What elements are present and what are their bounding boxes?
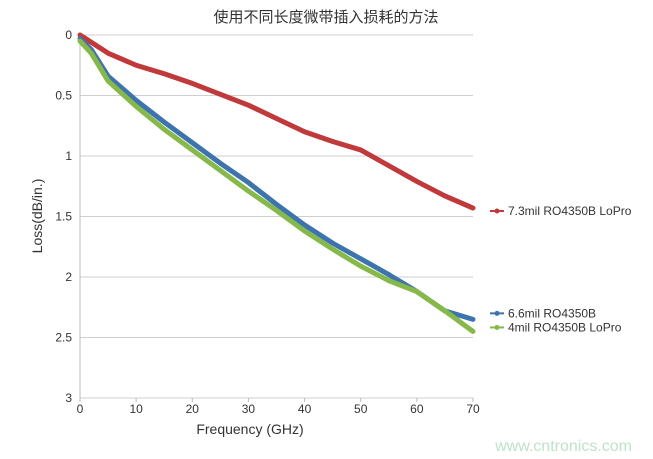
- x-tick-label: 50: [354, 402, 368, 416]
- legend-label-2: 4mil RO4350B LoPro: [508, 320, 622, 334]
- x-axis-label: Frequency (GHz): [196, 421, 303, 437]
- y-tick-label: 1: [65, 149, 72, 163]
- x-tick-label: 70: [466, 402, 480, 416]
- x-tick-label: 60: [410, 402, 424, 416]
- y-axis-label: Loss(dB/in.): [29, 179, 45, 254]
- y-tick-label: 0: [65, 28, 72, 42]
- y-tick-label: 0.5: [55, 89, 72, 103]
- watermark: www.cntronics.com: [494, 438, 632, 455]
- legend-marker-dot-1: [494, 310, 500, 316]
- legend-label-1: 6.6mil RO4350B: [508, 306, 596, 320]
- y-tick-label: 1.5: [55, 210, 72, 224]
- legend-label-0: 7.3mil RO4350B LoPro: [508, 204, 632, 218]
- series-line-2: [77, 38, 476, 334]
- y-tick-label: 2.5: [55, 331, 72, 345]
- legend-marker-dot-0: [494, 208, 500, 214]
- x-tick-label: 40: [298, 402, 312, 416]
- y-tick-label: 3: [65, 391, 72, 405]
- x-tick-label: 20: [186, 402, 200, 416]
- x-tick-label: 10: [129, 402, 143, 416]
- series-line-0: [77, 32, 476, 211]
- chart-title: 使用不同长度微带插入损耗的方法: [213, 9, 438, 26]
- x-tick-label: 0: [77, 402, 84, 416]
- y-tick-label: 2: [65, 270, 72, 284]
- x-tick-label: 30: [242, 402, 256, 416]
- series-line-1: [77, 36, 476, 322]
- legend-marker-dot-2: [494, 324, 500, 330]
